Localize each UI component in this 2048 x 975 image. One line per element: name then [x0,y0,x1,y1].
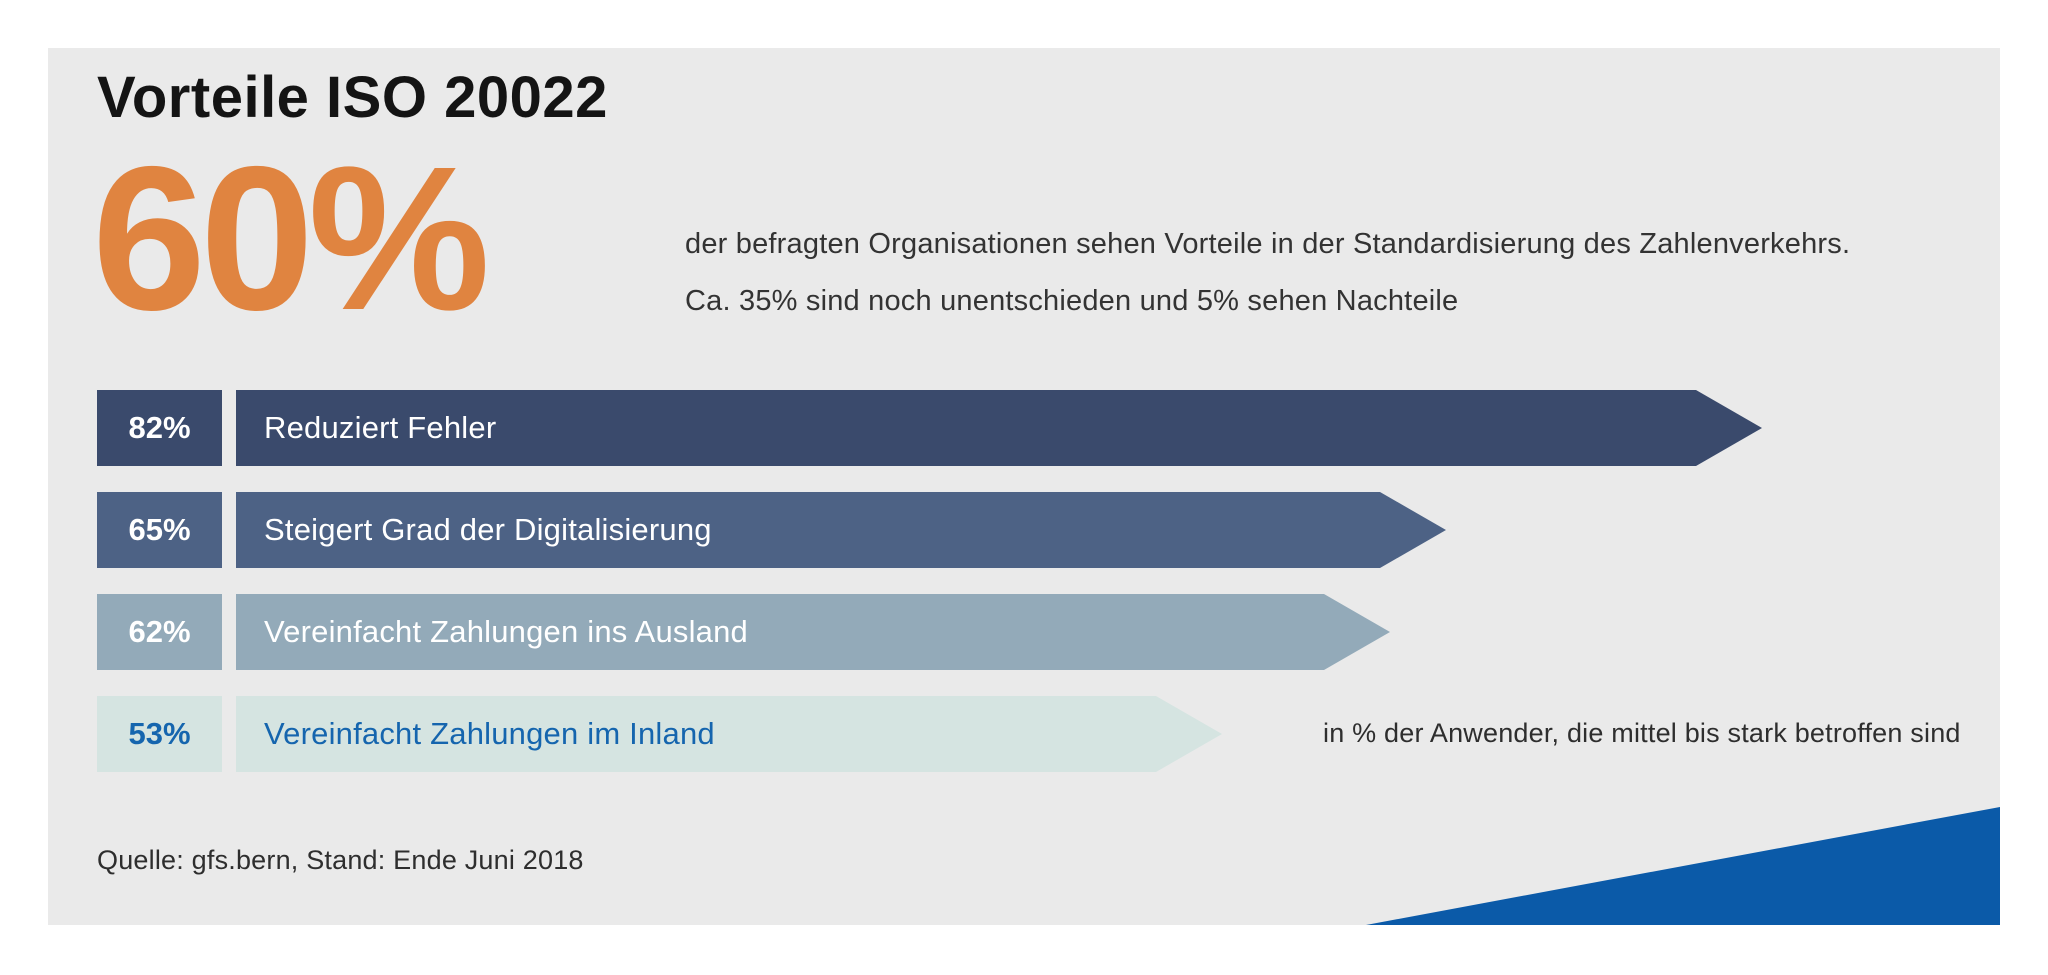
page-title: Vorteile ISO 20022 [97,65,608,130]
bar-chart: 82% Reduziert Fehler 65% Steigert Grad d… [97,390,1957,798]
bar-arrow: Steigert Grad der Digitalisierung [236,492,1446,568]
chart-annotation: in % der Anwender, die mittel bis stark … [1323,718,1961,748]
highlight-stat-description: der befragten Organisationen sehen Vorte… [685,216,1850,330]
source-note: Quelle: gfs.bern, Stand: Ende Juni 2018 [97,845,584,875]
bar-arrow: Reduziert Fehler [236,390,1762,466]
infographic-panel: Vorteile ISO 20022 60% der befragten Org… [48,48,2000,925]
corner-triangle-decoration [1366,807,2000,925]
bar-value-box: 53% [97,696,222,772]
bar-label: Reduziert Fehler [264,410,497,445]
bar-row: 53% Vereinfacht Zahlungen im Inland [97,696,1957,772]
bar-label: Vereinfacht Zahlungen im Inland [264,716,715,751]
highlight-stat-line1: der befragten Organisationen sehen Vorte… [685,228,1851,260]
bar-arrow: Vereinfacht Zahlungen im Inland [236,696,1222,772]
bar-label: Vereinfacht Zahlungen ins Ausland [264,614,748,649]
highlight-stat-value: 60% [92,124,490,353]
bar-row: 65% Steigert Grad der Digitalisierung [97,492,1957,568]
bar-arrow: Vereinfacht Zahlungen ins Ausland [236,594,1390,670]
highlight-stat-line2: Ca. 35% sind noch unentschieden und 5% s… [685,285,1459,317]
bar-value-box: 65% [97,492,222,568]
bar-row: 62% Vereinfacht Zahlungen ins Ausland [97,594,1957,670]
bar-value-box: 62% [97,594,222,670]
bar-row: 82% Reduziert Fehler [97,390,1957,466]
bar-label: Steigert Grad der Digitalisierung [264,512,712,547]
bar-value-box: 82% [97,390,222,466]
